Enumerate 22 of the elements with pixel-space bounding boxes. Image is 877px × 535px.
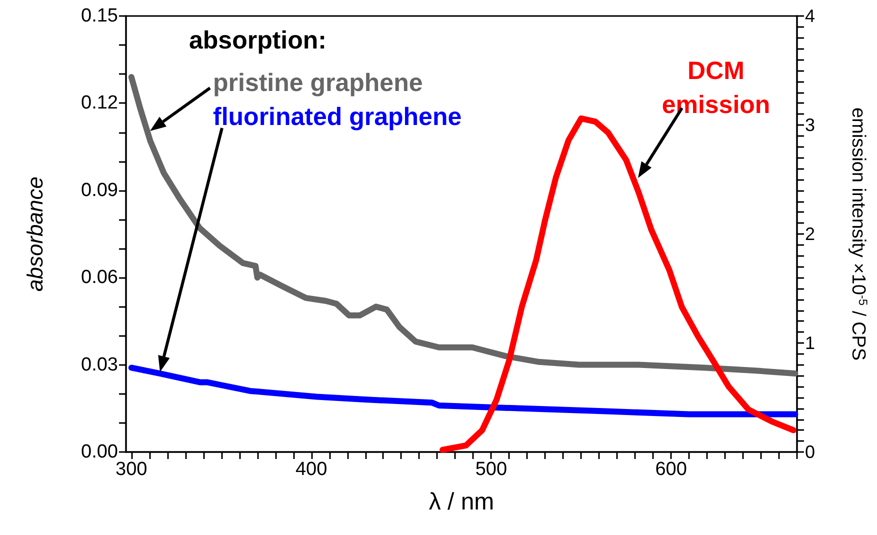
y2-tick-label: 4 [805, 6, 816, 26]
x-axis-title: λ / nm [428, 488, 494, 516]
y-tick-label: 0.09 [81, 180, 118, 201]
y2-tick-label: 2 [805, 224, 816, 244]
x-tick-label: 300 [116, 459, 148, 480]
x-tick-label: 500 [475, 459, 508, 480]
y-tick-label: 0.06 [81, 267, 118, 288]
x-tick-label: 400 [295, 459, 328, 480]
y-tick-label: 0.00 [81, 442, 118, 462]
legend-title: absorption: [189, 26, 326, 54]
y2-tick-label: 3 [805, 115, 816, 135]
y-axis-title: absorbance [22, 176, 48, 292]
text: pristine graphene [213, 69, 423, 97]
y2-axis-title: emission intensity ×10-5 / CPS [848, 107, 870, 361]
y-tick-label: 0.15 [81, 6, 118, 26]
y-tick-label: 0.03 [81, 354, 118, 376]
text: DCM emission [662, 57, 770, 119]
x-tick-label: 600 [655, 459, 687, 480]
y2-tick-label: 0 [805, 442, 816, 462]
text: fluorinated graphene [213, 103, 462, 131]
y-tick-label: 0.12 [81, 92, 118, 114]
y2-tick-label: 1 [805, 333, 816, 353]
